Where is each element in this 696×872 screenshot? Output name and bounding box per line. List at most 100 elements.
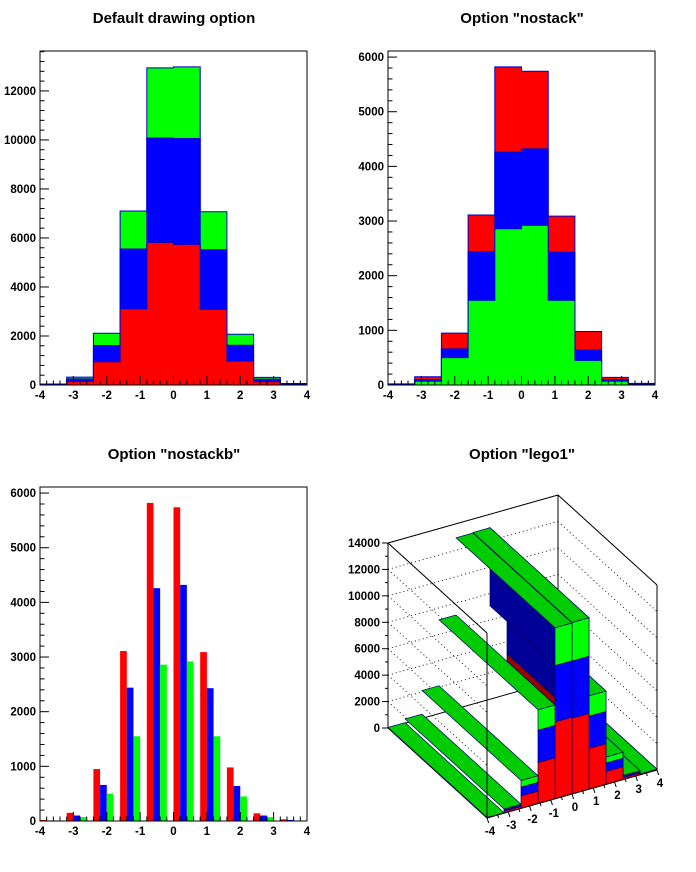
lego-front-blue-bin5 [571,655,590,719]
stack-red [39,241,308,386]
y-tick-label: 1000 [10,761,36,773]
x-tick-label: 0 [518,390,524,402]
bar-hist-blue-bin9 [286,819,294,821]
lego-x-tick-label: -1 [549,808,560,820]
y-tick-label: 3000 [358,216,384,228]
y-tick-label: 6000 [10,488,36,500]
y-tick-label: 2000 [358,271,384,283]
bar-hist-red-bin3 [120,651,127,821]
bar-hist-green-bin2 [106,793,114,821]
y-tick-label: 4000 [10,597,36,609]
z-gridline-grid-back [387,653,559,703]
lego-top-green-bin5 [472,527,590,623]
chart-nostackb: 0 1000 2000 3000 4000 5000 6000 -4 -3 -2 -1 0 1 2 3 4 [10,486,311,838]
bar-hist-green-bin5 [186,661,194,821]
bar-hist-red-bin9 [280,819,287,821]
bar-hist-green-bin1 [80,817,87,821]
x-tick-label: -4 [383,390,394,402]
lego-x-minor-tick [624,778,627,783]
y-tick-label: 4000 [10,282,36,294]
x-tick-label: -2 [102,390,112,402]
x-tick-label: 2 [237,826,243,838]
x-tick-label: -3 [416,390,426,402]
bar-hist-blue-bin2 [100,784,107,821]
lego-x-minor-tick [603,784,606,789]
bar-hist-blue-bin1 [73,815,81,821]
lego-x-tick-label: -4 [485,826,496,838]
bar-hist-blue-bin7 [233,786,241,821]
z-tick-label: 2000 [354,697,380,709]
bar-hist-green-bin3 [133,736,141,821]
x-tick-label: 2 [237,390,243,402]
lego-x-major-tick [571,793,575,800]
x-tick-label: 4 [304,390,311,402]
bar-hist-green-bin8 [266,817,274,821]
bar-hist-red-bin7 [226,767,234,821]
lego-front-red-bin6 [588,743,607,790]
lego-x-major-tick [635,775,638,782]
bar-hist-blue-bin4 [153,588,161,821]
bar-hist-red-bin1 [66,812,74,821]
bar-hist-green-bin6 [213,736,221,821]
panel-nostack: 0 1000 2000 3000 4000 5000 6000 -4 -3 -2 -1 0 1 2 3 4 O… [348,0,696,436]
lego-front-red-bin5 [571,712,590,795]
y-tick-label: 5000 [358,107,384,119]
z-gridline-grid-back [387,547,559,597]
x-tick-label: 4 [652,390,659,402]
y-tick-label: 6000 [358,52,384,64]
lego-x-tick-label: 2 [614,790,620,802]
bar-hist-blue-bin8 [260,815,267,821]
y-tick-label: 12000 [4,86,36,98]
x-tick-label: -1 [135,390,146,402]
bar-hist-red-bin4 [146,502,154,821]
y-tick-label: 5000 [10,543,36,555]
x-tick-label: 1 [552,390,559,402]
bar-hist-red-bin8 [253,813,261,821]
panel-default-drawing: 0 2000 4000 6000 8000 10000 12000 -4 -3 -2 -1 0 1 2 3 4… [0,0,348,436]
lego-front-red-bin4 [554,716,573,800]
lego-x-major-tick [507,811,511,818]
lego-x-minor-tick [582,790,585,795]
box-edge [387,542,488,634]
x-tick-label: -2 [450,390,460,402]
y-tick-label: 8000 [10,184,36,196]
lego-x-tick-label: 4 [657,778,664,790]
lego-x-major-tick [486,817,490,824]
x-tick-label: -2 [102,826,112,838]
lego-x-tick-label: -2 [527,814,537,826]
panel-nostackb: 0 1000 2000 3000 4000 5000 6000 -4 -3 -2 -1 0 1 2 3 4 O… [0,436,348,872]
z-tick-label: 6000 [354,644,380,656]
bar-hist-green-bin7 [240,796,247,821]
z-gridline-grid-right [557,521,658,612]
z-tick-label: 12000 [348,564,380,576]
x-tick-label: 4 [304,826,311,838]
bar-hist-red-bin6 [200,652,207,821]
lego-front-blue-bin3 [537,724,556,763]
z-tick-label: 8000 [354,617,380,629]
lego-x-minor-tick [645,772,648,777]
lego-top-green-bin2 [421,685,539,781]
y-tick-label: 0 [30,380,36,392]
y-tick-label: 0 [30,816,36,828]
x-tick-label: -4 [35,826,46,838]
x-tick-label: -3 [68,826,78,838]
y-tick-label: 3000 [10,652,36,664]
lego-x-minor-tick [497,814,500,819]
lego-front-red-bin3 [537,757,556,805]
lego-top-green-bin0 [387,722,505,818]
lego-top-green-bin1 [404,713,522,810]
x-tick-label: 0 [170,826,176,838]
box-edge [557,494,658,586]
y-tick-label: 6000 [10,233,36,245]
x-tick-label: 1 [204,390,211,402]
lego-x-tick-label: 1 [593,796,600,808]
title-default-drawing: Default drawing option [92,10,256,27]
lego-top-green-bin4 [455,532,573,629]
chart-lego1: 0 2000 4000 6000 8000 10000 12000 14000 -4 -3 -2 -1… [348,494,664,838]
lego-x-tick-label: -3 [506,820,516,832]
bar-hist-green-bin4 [160,664,167,821]
z-tick-label: 10000 [348,591,380,603]
lego-x-minor-tick [518,808,521,813]
box-edge [387,727,488,819]
